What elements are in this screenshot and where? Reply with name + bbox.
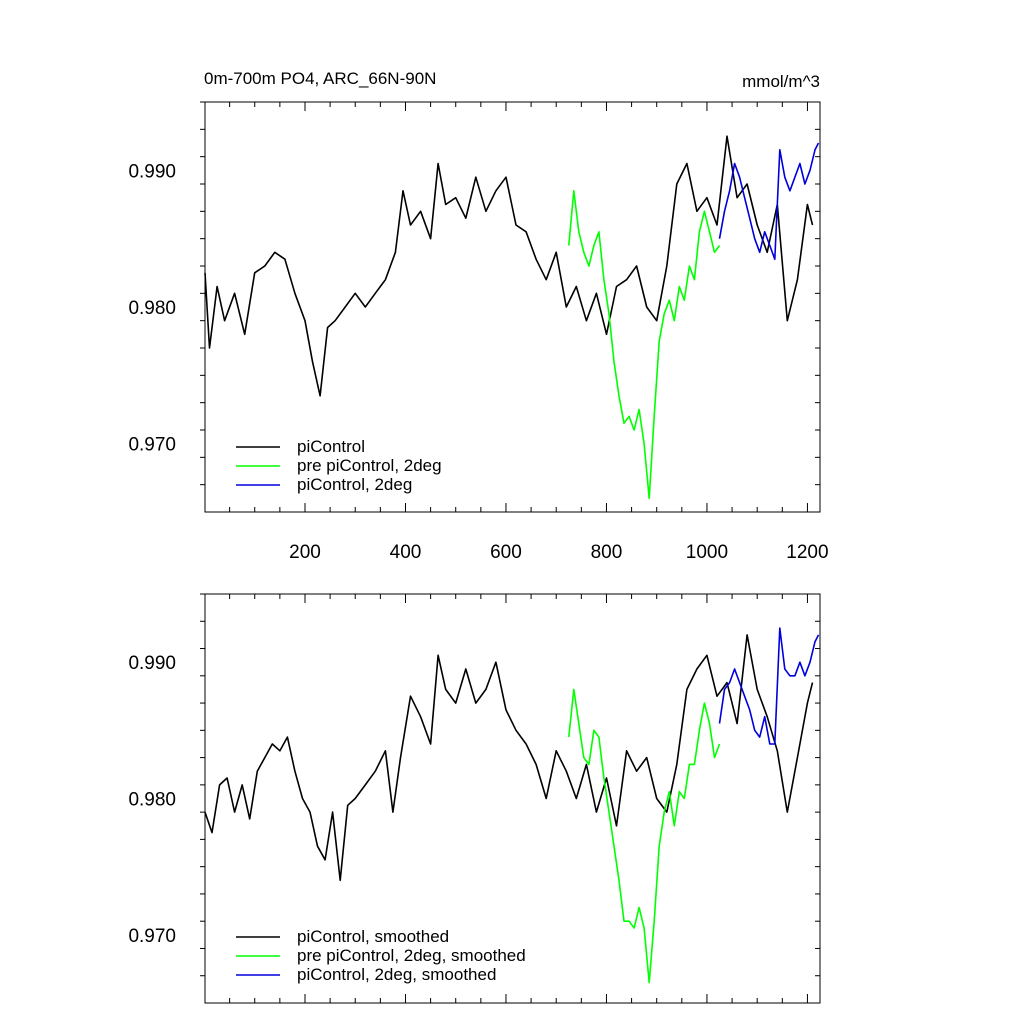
figure-title: 0m-700m PO4, ARC_66N-90N [204,69,436,88]
legend-entry: piControl, smoothed [297,927,449,946]
y-tick-label: 0.990 [128,653,176,674]
x-tick-label: 800 [591,542,623,563]
legend-entry: piControl, 2deg, smoothed [297,965,496,984]
x-tick-label: 1200 [786,542,828,563]
y-tick-label: 0.980 [128,790,176,811]
units-label: mmol/m^3 [742,72,820,91]
series-line-3 [718,142,820,261]
y-tick-label: 0.970 [128,435,176,456]
series-line-3 [718,627,820,745]
series-line-2 [568,688,721,984]
plot-frame [204,101,821,513]
series-line-1 [204,135,814,397]
legend-entry: pre piControl, 2deg, smoothed [297,946,526,965]
y-tick-label: 0.970 [128,926,176,947]
x-tick-label: 1000 [686,542,728,563]
legend-entry: pre piControl, 2deg [297,456,442,475]
x-tick-label: 400 [390,542,422,563]
y-tick-label: 0.980 [128,298,176,319]
legend-entry: piControl, 2deg [297,475,412,494]
legend-entry: piControl [297,437,365,456]
x-tick-label: 200 [289,542,321,563]
x-tick-label: 600 [490,542,522,563]
plot-frame [204,593,821,1004]
y-tick-label: 0.990 [128,161,176,182]
series-line-2 [568,190,721,500]
top-panel: 0.970 0.980 0.990 200 400 600 800 1000 1200 piCon… [128,101,829,563]
series-line-1 [204,634,814,882]
